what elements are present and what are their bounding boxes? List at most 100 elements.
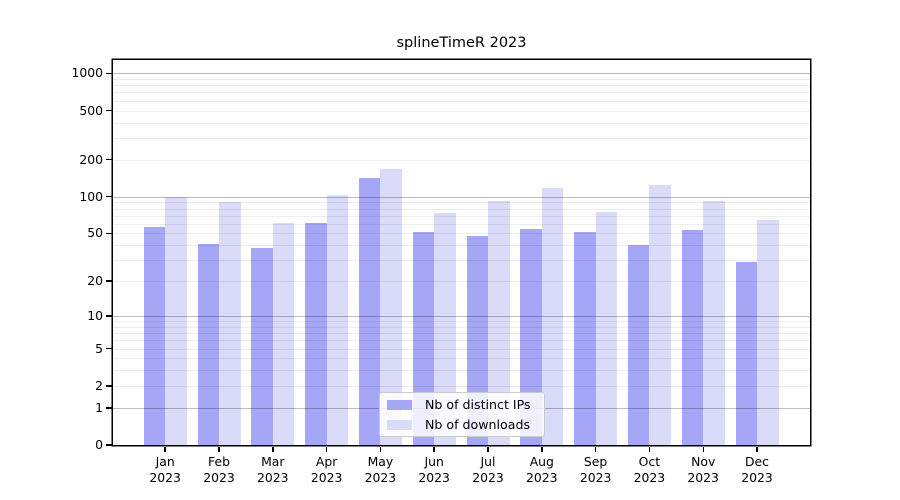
y-tick <box>106 444 113 446</box>
y-tick-label: 50 <box>87 225 103 241</box>
legend-swatch-downloads <box>387 419 412 430</box>
bar-ips-dec <box>735 262 757 445</box>
bar-downloads-jan <box>165 196 187 445</box>
bar-ips-apr <box>305 222 327 445</box>
x-tick-label: Aug 2023 <box>526 454 558 485</box>
plot-area <box>113 60 810 445</box>
x-tick <box>594 446 597 452</box>
bar-ips-mar <box>251 247 273 445</box>
gridline-minor <box>113 85 810 87</box>
bar-downloads-aug <box>541 187 564 445</box>
gridline-minor <box>113 321 810 323</box>
x-tick <box>272 446 274 452</box>
y-tick <box>106 347 113 350</box>
x-tick-label: Nov 2023 <box>687 454 719 485</box>
y-tick <box>106 280 113 282</box>
x-tick <box>218 446 220 452</box>
y-tick <box>106 232 113 235</box>
bar-ips-sep <box>574 232 596 445</box>
gridline-minor <box>113 223 810 225</box>
bar-downloads-may <box>380 169 402 445</box>
x-tick-label: Jul 2023 <box>472 454 504 485</box>
y-tick-label: 20 <box>87 273 103 289</box>
x-tick <box>325 446 328 452</box>
bar-downloads-jun <box>434 212 456 445</box>
bar-ips-jun <box>412 232 435 445</box>
x-tick <box>379 446 382 452</box>
bar-ips-aug <box>520 229 542 445</box>
bar-ips-may <box>358 178 381 445</box>
bar-downloads-jul <box>488 201 510 445</box>
gridline-minor <box>113 245 810 247</box>
y-tick <box>106 109 113 112</box>
y-tick-label: 1000 <box>71 65 103 81</box>
gridline-minor <box>113 340 810 342</box>
gridline-minor <box>113 326 810 328</box>
bar-ips-jan <box>143 227 166 445</box>
y-tick-label: 500 <box>79 102 103 118</box>
gridline-minor <box>113 385 810 387</box>
bar-downloads-nov <box>703 201 725 445</box>
y-tick-label: 10 <box>87 308 103 323</box>
y-tick <box>106 407 113 409</box>
bar-downloads-mar <box>272 222 295 445</box>
chart-title: splineTimeR 2023 <box>396 35 527 51</box>
x-tick-label: Feb 2023 <box>203 454 235 485</box>
legend-swatch-distinct-ips <box>387 399 412 410</box>
gridline-minor <box>113 92 810 94</box>
y-tick <box>106 72 113 74</box>
legend-item-downloads: Nb of downloads <box>380 416 544 433</box>
gridline-minor <box>113 281 810 283</box>
gridline-minor <box>113 110 810 112</box>
gridline-minor <box>113 122 810 124</box>
y-tick <box>106 315 113 317</box>
gridline-minor <box>113 202 810 204</box>
y-tick <box>106 158 113 161</box>
legend: Nb of distinct IPs Nb of downloads <box>379 392 545 437</box>
x-tick <box>433 446 435 452</box>
bar-downloads-dec <box>757 219 779 445</box>
y-tick-label: 1 <box>95 399 103 415</box>
bar-ips-nov <box>681 230 704 445</box>
gridline-minor <box>113 333 810 335</box>
x-tick-label: Oct 2023 <box>633 454 666 485</box>
gridline-minor <box>113 137 810 139</box>
x-tick <box>541 446 543 452</box>
y-tick-label: 200 <box>79 151 103 167</box>
gridline-minor <box>113 159 810 161</box>
bar-ips-feb <box>197 243 219 445</box>
bar-ips-oct <box>627 245 650 445</box>
gridline-minor <box>113 100 810 102</box>
x-tick <box>648 446 651 452</box>
y-tick-label: 2 <box>95 377 103 393</box>
gridline-minor <box>113 370 810 372</box>
gridline-minor <box>113 358 810 360</box>
gridline-minor <box>113 348 810 350</box>
gridline-minor <box>113 233 810 235</box>
y-tick-label: 5 <box>95 340 103 356</box>
legend-label-downloads: Nb of downloads <box>425 417 531 432</box>
x-tick-label: Mar 2023 <box>257 454 289 485</box>
y-tick <box>106 385 113 387</box>
bar-downloads-feb <box>219 201 241 445</box>
bar-downloads-oct <box>649 184 671 445</box>
x-tick-label: Dec 2023 <box>741 454 773 485</box>
gridline-minor <box>113 208 810 210</box>
gridline-major <box>113 316 810 317</box>
x-tick-label: Jan 2023 <box>149 454 181 485</box>
x-tick <box>164 446 166 452</box>
x-tick <box>487 446 489 452</box>
x-tick-label: Jun 2023 <box>418 454 450 485</box>
gridline-major <box>113 196 810 198</box>
gridline-minor <box>113 78 810 80</box>
legend-label-distinct-ips: Nb of distinct IPs <box>425 397 531 412</box>
bar-downloads-sep <box>595 212 618 445</box>
y-tick-label: 0 <box>95 437 103 452</box>
bar-downloads-apr <box>326 194 349 445</box>
x-tick-label: May 2023 <box>364 454 397 485</box>
x-tick-label: Apr 2023 <box>310 454 343 485</box>
y-tick-label: 100 <box>79 188 103 204</box>
gridline-major <box>113 73 810 75</box>
legend-item-distinct-ips: Nb of distinct IPs <box>380 396 544 413</box>
